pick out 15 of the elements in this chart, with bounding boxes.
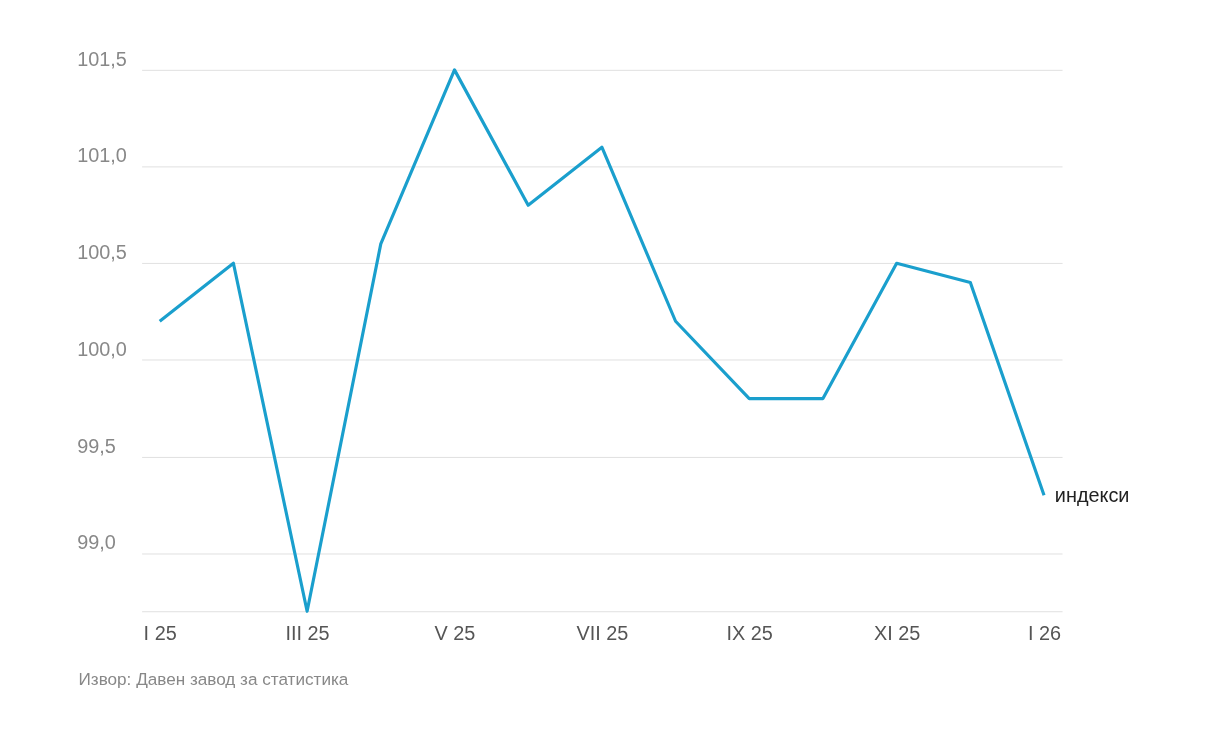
x-tick-label: I 25 [143, 621, 177, 644]
x-tick-label: VII 25 [576, 621, 629, 644]
y-tick-label: 100,0 [77, 337, 127, 360]
y-tick-label: 101,0 [77, 144, 127, 167]
x-tick-label: XI 25 [873, 621, 921, 644]
y-tick-label: 100,5 [77, 241, 127, 264]
y-tick-label: 99,0 [77, 531, 116, 554]
x-tick-label: III 25 [285, 621, 330, 644]
y-tick-label: 99,5 [77, 434, 116, 457]
x-tick-label: I 26 [1027, 621, 1062, 644]
y-tick-label: 101,5 [77, 47, 127, 70]
text: Извор: Давен завод за статистика [78, 669, 349, 690]
x-tick-label: V 25 [434, 621, 476, 644]
series-label: индекси [1054, 483, 1130, 506]
x-tick-label: IX 25 [726, 621, 773, 644]
